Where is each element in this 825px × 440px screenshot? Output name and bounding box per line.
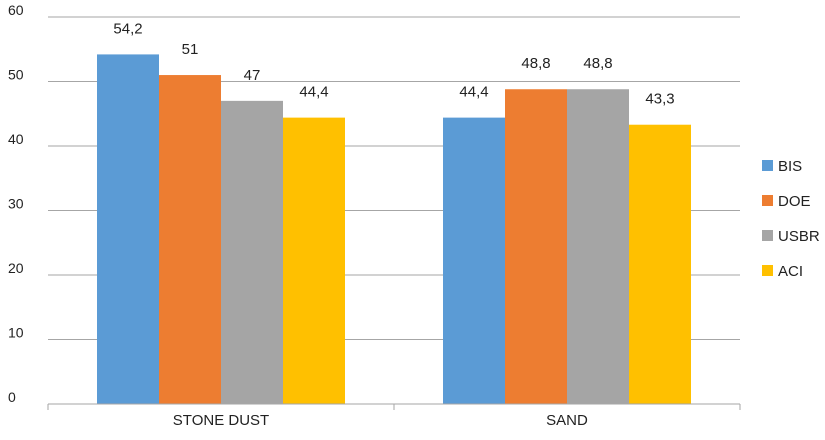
- legend-swatch-doe: [762, 195, 773, 206]
- x-category-label: SAND: [546, 412, 588, 429]
- legend-swatch-bis: [762, 160, 773, 171]
- bar-bis-sand: [443, 117, 505, 405]
- y-tick-label: 10: [8, 325, 24, 341]
- legend-swatch-aci: [762, 265, 773, 276]
- legend: BIS DOE USBR ACI: [762, 158, 820, 280]
- data-labels: 54,2 51 47 44,4 44,4 48,8 48,8 43,3: [113, 20, 674, 107]
- legend-label-doe: DOE: [778, 193, 811, 210]
- y-tick-label: 0: [8, 389, 16, 405]
- bar-bis-stone-dust: [97, 54, 159, 404]
- y-tick-label: 60: [8, 2, 24, 18]
- data-label: 47: [244, 67, 261, 84]
- bar-aci-sand: [629, 124, 691, 404]
- y-tick-label: 40: [8, 131, 24, 147]
- data-label: 48,8: [583, 55, 612, 72]
- axes: 0 10 20 30 40 50 60 STONE DUST SAND: [8, 2, 741, 429]
- bar-doe-stone-dust: [159, 75, 221, 405]
- legend-label-aci: ACI: [778, 263, 803, 280]
- y-tick-label: 50: [8, 67, 24, 83]
- bar-usbr-stone-dust: [221, 100, 283, 404]
- data-label: 48,8: [521, 55, 550, 72]
- bar-usbr-sand: [567, 89, 629, 405]
- y-tick-label: 20: [8, 260, 24, 276]
- legend-swatch-usbr: [762, 230, 773, 241]
- data-label: 44,4: [459, 84, 488, 101]
- bars: [97, 54, 691, 405]
- data-label: 44,4: [299, 84, 328, 101]
- x-category-label: STONE DUST: [173, 412, 269, 429]
- y-tick-label: 30: [8, 196, 24, 212]
- legend-label-usbr: USBR: [778, 228, 820, 245]
- data-label: 51: [182, 41, 199, 58]
- data-label: 43,3: [645, 91, 674, 108]
- bar-doe-sand: [505, 89, 567, 405]
- legend-label-bis: BIS: [778, 158, 802, 175]
- data-label: 54,2: [113, 20, 142, 37]
- bar-aci-stone-dust: [283, 117, 345, 405]
